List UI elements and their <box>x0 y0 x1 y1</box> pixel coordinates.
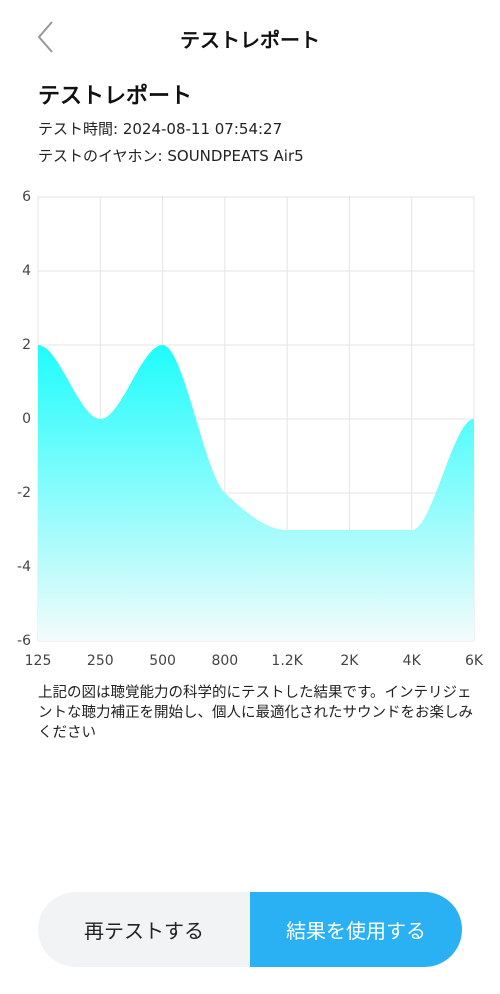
y-tick-label: 2 <box>22 337 31 353</box>
y-tick-label: 4 <box>22 263 31 279</box>
x-tick-label: 800 <box>211 653 238 669</box>
x-tick-label: 250 <box>87 653 114 669</box>
x-tick-label: 4K <box>403 653 422 669</box>
use-result-button[interactable]: 結果を使用する <box>250 892 462 967</box>
y-tick-label: -6 <box>17 633 31 649</box>
x-tick-label: 1.2K <box>271 653 303 669</box>
x-tick-label: 6K <box>465 653 484 669</box>
nav-title: テストレポート <box>180 28 320 52</box>
description: 上記の図は聴覚能力の科学的にテストした結果です。インテリジェントな聴力補正を開始… <box>38 685 473 741</box>
test-time: テスト時間: 2024-08-11 07:54:27 <box>38 120 283 138</box>
button-group: 再テストする 結果を使用する <box>38 892 462 967</box>
retest-button[interactable]: 再テストする <box>38 892 250 967</box>
y-tick-label: -2 <box>17 485 31 501</box>
area <box>38 345 474 641</box>
earphone: テストのイヤホン: SOUNDPEATS Air5 <box>38 147 304 165</box>
y-tick-label: 0 <box>22 411 31 427</box>
y-tick-label: -4 <box>17 559 31 575</box>
report-title: テストレポート <box>38 84 193 109</box>
x-tick-label: 2K <box>340 653 359 669</box>
x-tick-label: 125 <box>25 653 52 669</box>
y-tick-label: 6 <box>22 189 31 205</box>
back-icon[interactable] <box>0 0 80 74</box>
chart: -6 -4 -2 0 2 4 6 125 250 500 800 1.2K 2K 4K 6K <box>17 189 484 669</box>
x-tick-label: 500 <box>149 653 176 669</box>
